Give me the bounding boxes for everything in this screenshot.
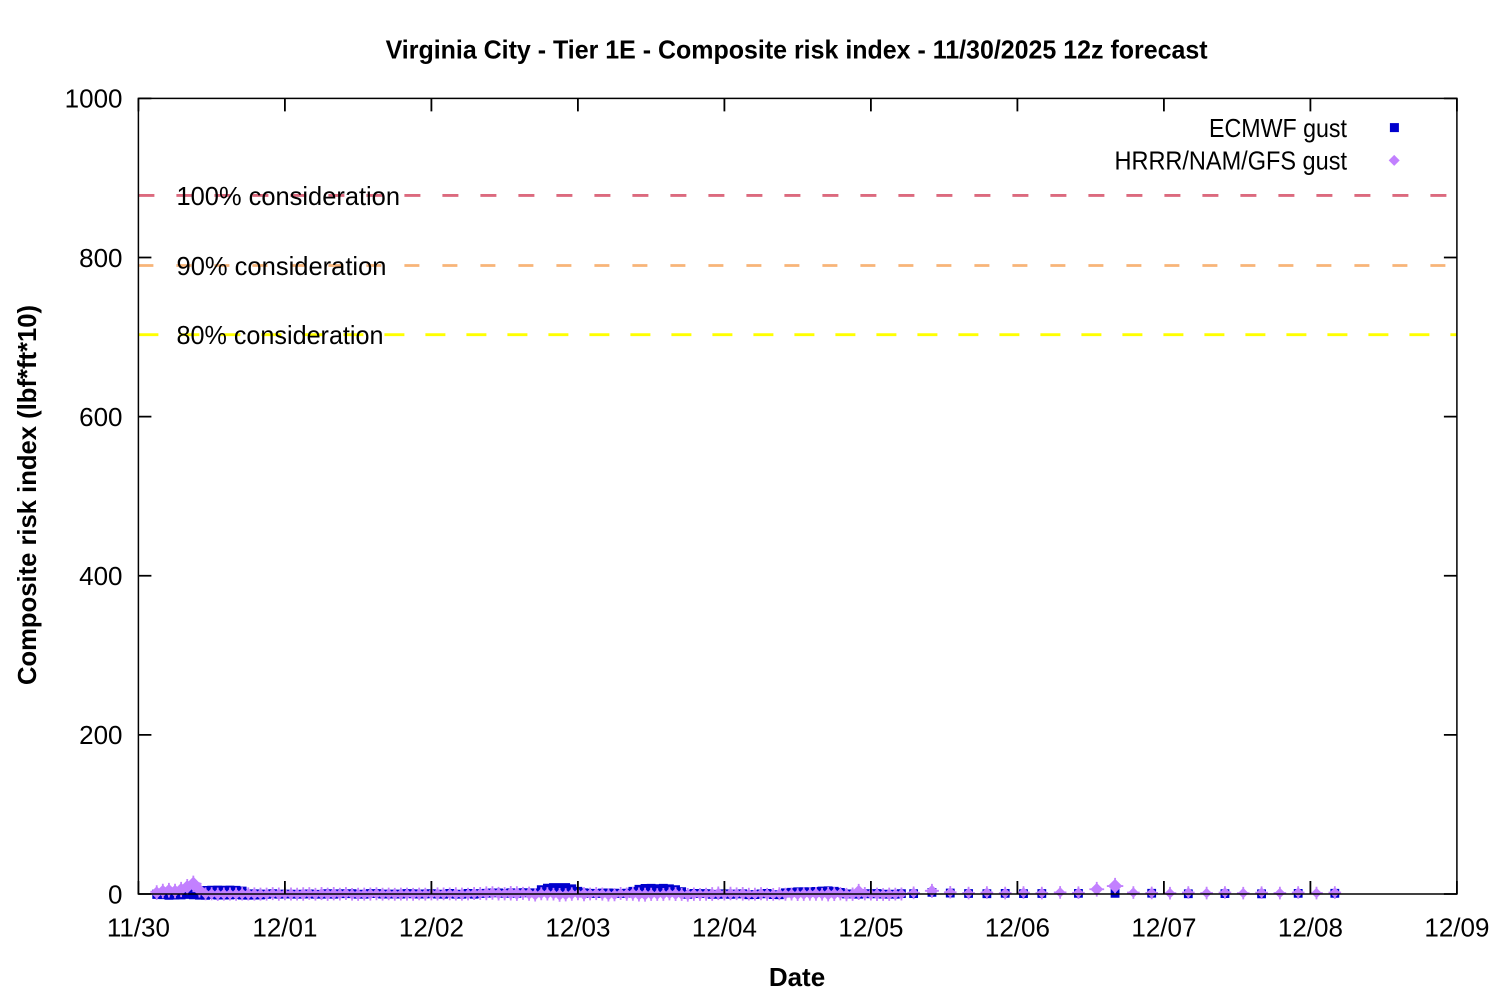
svg-text:600: 600 xyxy=(79,402,122,432)
svg-text:12/08: 12/08 xyxy=(1278,913,1343,943)
svg-text:Date: Date xyxy=(769,962,825,992)
svg-text:Composite risk index (lbf*ft*1: Composite risk index (lbf*ft*10) xyxy=(12,305,42,685)
svg-text:100% consideration: 100% consideration xyxy=(177,181,401,211)
svg-text:400: 400 xyxy=(79,561,122,591)
svg-text:Virginia City - Tier 1E - Comp: Virginia City - Tier 1E - Composite risk… xyxy=(386,35,1208,65)
svg-text:800: 800 xyxy=(79,243,122,273)
svg-text:1000: 1000 xyxy=(65,84,123,114)
svg-text:12/01: 12/01 xyxy=(252,913,317,943)
svg-text:12/05: 12/05 xyxy=(838,913,903,943)
svg-text:12/03: 12/03 xyxy=(545,913,610,943)
svg-text:12/07: 12/07 xyxy=(1131,913,1196,943)
svg-text:12/02: 12/02 xyxy=(399,913,464,943)
svg-text:11/30: 11/30 xyxy=(107,913,170,943)
svg-text:12/04: 12/04 xyxy=(692,913,757,943)
svg-text:12/06: 12/06 xyxy=(985,913,1050,943)
svg-text:ECMWF gust: ECMWF gust xyxy=(1209,113,1348,143)
svg-text:80% consideration: 80% consideration xyxy=(177,320,384,350)
svg-text:200: 200 xyxy=(79,720,122,750)
svg-text:12/09: 12/09 xyxy=(1424,913,1489,943)
svg-text:90% consideration: 90% consideration xyxy=(177,251,387,281)
svg-text:0: 0 xyxy=(108,879,122,909)
svg-text:HRRR/NAM/GFS gust: HRRR/NAM/GFS gust xyxy=(1115,146,1348,176)
